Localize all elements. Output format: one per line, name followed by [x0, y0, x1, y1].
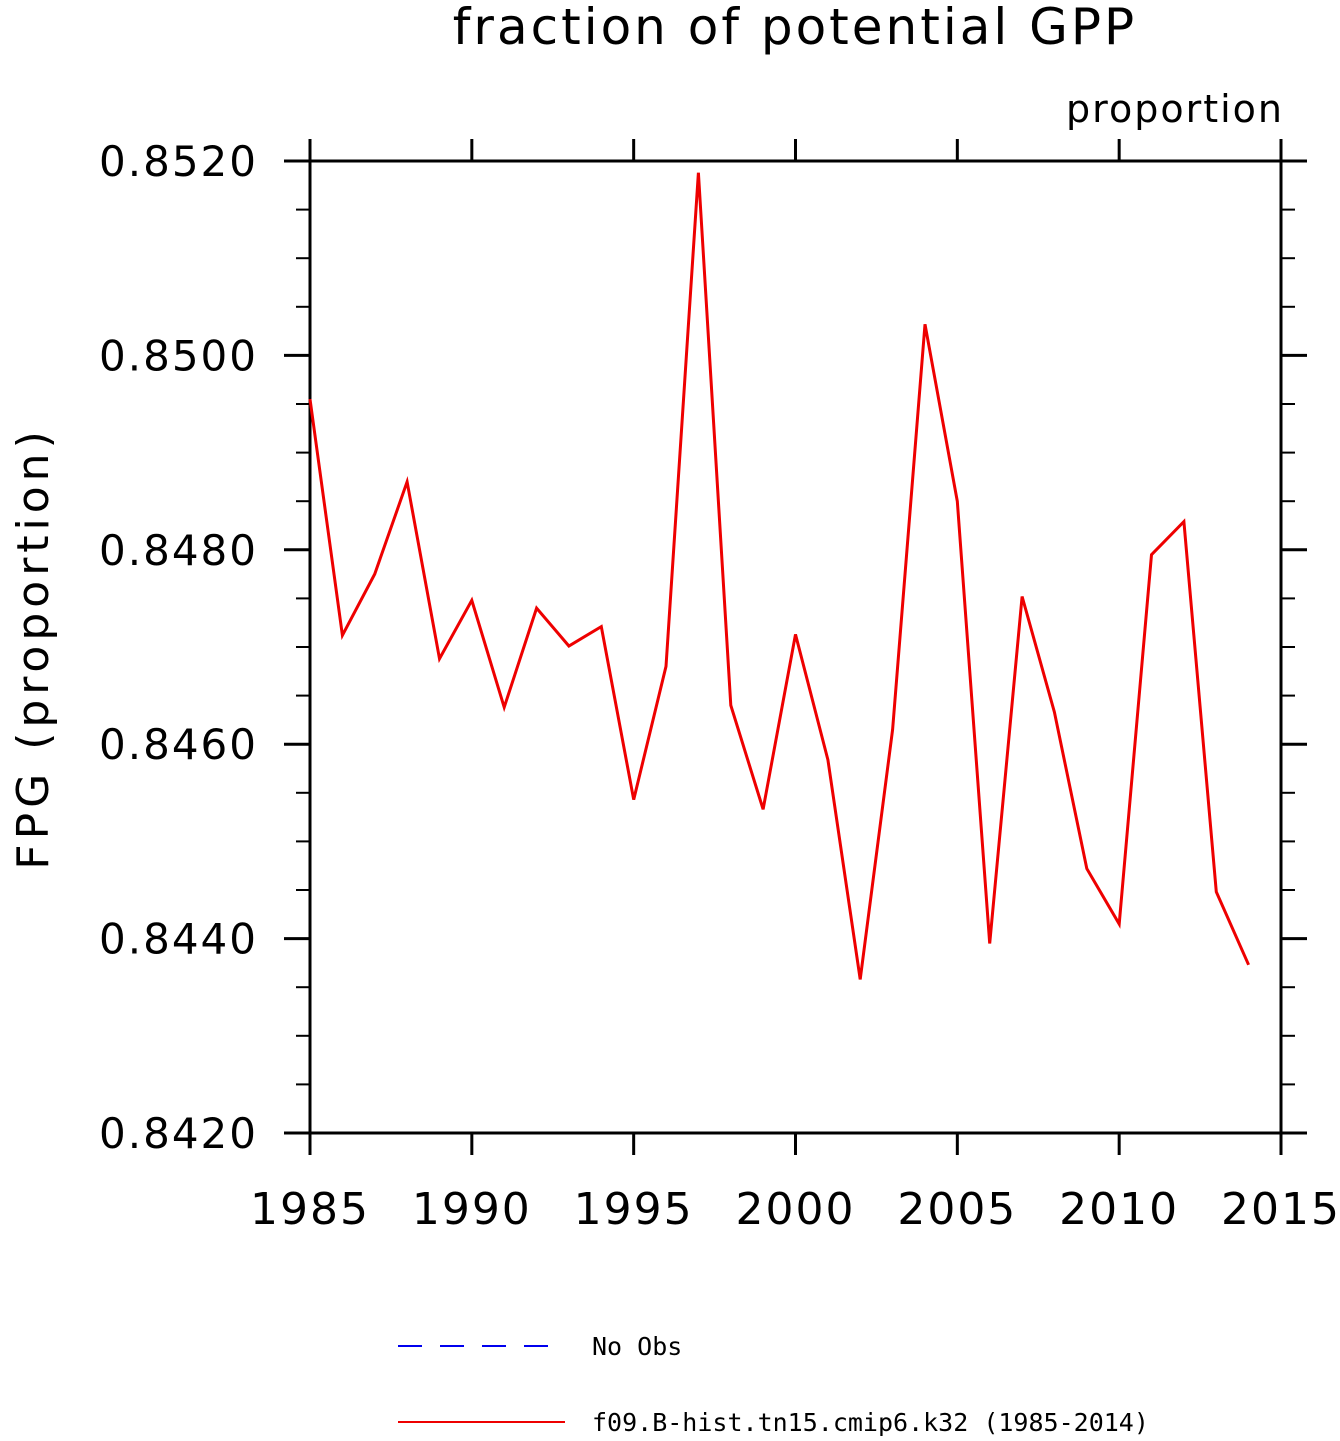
y-axis-label: FPG (proportion) — [8, 426, 59, 869]
plot-frame — [308, 159, 1283, 1135]
y-tick-labels: 0.8420 0.8440 0.8460 0.8480 0.8500 0.8520 — [99, 137, 258, 1158]
chart-subtitle: proportion — [1066, 87, 1284, 131]
series-line-model — [308, 172, 1250, 980]
legend-label-model: f09.B-hist.tn15.cmip6.k32 (1985-2014) — [592, 1408, 1149, 1437]
y-tick-label: 0.8460 — [99, 720, 258, 769]
x-tick-label: 1985 — [250, 1184, 370, 1235]
x-tick-label: 2000 — [736, 1184, 856, 1235]
x-tick-label: 1990 — [412, 1184, 532, 1235]
x-tick-label: 2005 — [897, 1184, 1017, 1235]
chart-title: fraction of potential GPP — [453, 0, 1137, 56]
y-tick-label: 0.8440 — [99, 915, 258, 964]
data-series — [308, 172, 1250, 980]
legend: No Obs f09.B-hist.tn15.cmip6.k32 (1985-2… — [398, 1332, 1149, 1437]
legend-label-no-obs: No Obs — [592, 1332, 682, 1361]
y-tick-label: 0.8480 — [99, 526, 258, 575]
x-tick-label: 1995 — [574, 1184, 694, 1235]
y-tick-label: 0.8520 — [99, 137, 258, 186]
y-tick-label: 0.8420 — [99, 1109, 258, 1158]
y-tick-label: 0.8500 — [99, 331, 258, 380]
x-tick-labels: 1985 1990 1995 2000 2005 2010 2015 — [250, 1184, 1340, 1235]
plot-axes — [284, 139, 1307, 1155]
x-tick-label: 2010 — [1059, 1184, 1179, 1235]
x-tick-label: 2015 — [1221, 1184, 1340, 1235]
